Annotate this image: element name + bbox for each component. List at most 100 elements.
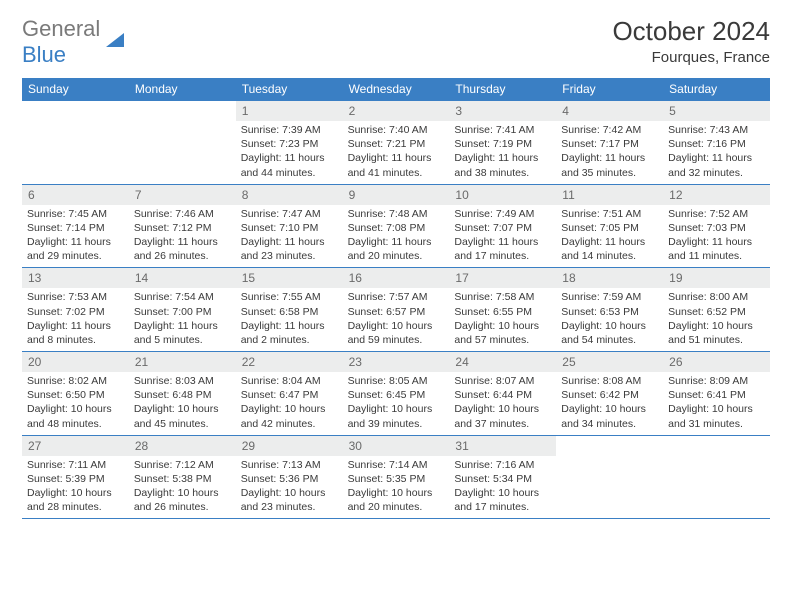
sunrise-text: Sunrise: 7:12 AM: [134, 458, 231, 472]
sunset-text: Sunset: 5:35 PM: [348, 472, 445, 486]
sunrise-text: Sunrise: 7:46 AM: [134, 207, 231, 221]
sunrise-text: Sunrise: 7:55 AM: [241, 290, 338, 304]
calendar-cell: 22Sunrise: 8:04 AMSunset: 6:47 PMDayligh…: [236, 352, 343, 435]
daylight-text: Daylight: 11 hours and 2 minutes.: [241, 319, 338, 347]
calendar-week: 20Sunrise: 8:02 AMSunset: 6:50 PMDayligh…: [22, 351, 770, 435]
sunrise-text: Sunrise: 8:05 AM: [348, 374, 445, 388]
daylight-text: Daylight: 10 hours and 51 minutes.: [668, 319, 765, 347]
sunrise-text: Sunrise: 7:13 AM: [241, 458, 338, 472]
sunrise-text: Sunrise: 7:39 AM: [241, 123, 338, 137]
day-number: 18: [556, 268, 663, 288]
calendar-cell: 18 Sunrise: 7:59 AMSunset: 6:53 PMDayligh…: [556, 268, 663, 351]
weekday-mon: Monday: [129, 78, 236, 100]
day-details: Sunrise: 7:41 AMSunset: 7:19 PMDaylight:…: [449, 121, 556, 184]
calendar-cell: 29Sunrise: 7:13 AMSunset: 5:36 PMDayligh…: [236, 436, 343, 519]
daylight-text: Daylight: 11 hours and 29 minutes.: [27, 235, 124, 263]
daylight-text: Daylight: 11 hours and 38 minutes.: [454, 151, 551, 179]
day-number: 12: [663, 185, 770, 205]
day-details: Sunrise: 7:43 AMSunset: 7:16 PMDaylight:…: [663, 121, 770, 184]
day-number: 4: [556, 101, 663, 121]
daylight-text: Daylight: 11 hours and 17 minutes.: [454, 235, 551, 263]
calendar-cell: 9Sunrise: 7:48 AMSunset: 7:08 PMDaylight…: [343, 185, 450, 268]
daylight-text: Daylight: 11 hours and 35 minutes.: [561, 151, 658, 179]
sunset-text: Sunset: 6:44 PM: [454, 388, 551, 402]
daylight-text: Daylight: 11 hours and 8 minutes.: [27, 319, 124, 347]
brand-text-a: General: [22, 16, 100, 41]
day-number: 11: [556, 185, 663, 205]
calendar-cell: 26Sunrise: 8:09 AMSunset: 6:41 PMDayligh…: [663, 352, 770, 435]
calendar-week: 6Sunrise: 7:45 AMSunset: 7:14 PMDaylight…: [22, 184, 770, 268]
sunset-text: Sunset: 6:57 PM: [348, 305, 445, 319]
sunset-text: Sunset: 6:52 PM: [668, 305, 765, 319]
weekday-sat: Saturday: [663, 78, 770, 100]
sunrise-text: Sunrise: 7:49 AM: [454, 207, 551, 221]
day-number: 27: [22, 436, 129, 456]
daylight-text: Daylight: 11 hours and 23 minutes.: [241, 235, 338, 263]
sunrise-text: Sunrise: 7:52 AM: [668, 207, 765, 221]
day-details: Sunrise: 7:53 AMSunset: 7:02 PMDaylight:…: [22, 288, 129, 351]
daylight-text: Daylight: 10 hours and 42 minutes.: [241, 402, 338, 430]
sunset-text: Sunset: 7:02 PM: [27, 305, 124, 319]
calendar-cell: 25Sunrise: 8:08 AMSunset: 6:42 PMDayligh…: [556, 352, 663, 435]
day-details: Sunrise: 8:04 AMSunset: 6:47 PMDaylight:…: [236, 372, 343, 435]
calendar-cell: 13Sunrise: 7:53 AMSunset: 7:02 PMDayligh…: [22, 268, 129, 351]
day-number: 29: [236, 436, 343, 456]
day-number: 22: [236, 352, 343, 372]
day-number: 1: [236, 101, 343, 121]
sunset-text: Sunset: 7:00 PM: [134, 305, 231, 319]
day-details: Sunrise: 7:48 AMSunset: 7:08 PMDaylight:…: [343, 205, 450, 268]
sunset-text: Sunset: 5:34 PM: [454, 472, 551, 486]
calendar-grid: ..1Sunrise: 7:39 AMSunset: 7:23 PMDaylig…: [22, 100, 770, 519]
calendar-week: 27Sunrise: 7:11 AMSunset: 5:39 PMDayligh…: [22, 435, 770, 519]
weekday-wed: Wednesday: [343, 78, 450, 100]
sunset-text: Sunset: 6:47 PM: [241, 388, 338, 402]
daylight-text: Daylight: 11 hours and 11 minutes.: [668, 235, 765, 263]
sunset-text: Sunset: 7:12 PM: [134, 221, 231, 235]
day-details: Sunrise: 7:45 AMSunset: 7:14 PMDaylight:…: [22, 205, 129, 268]
sunset-text: Sunset: 7:16 PM: [668, 137, 765, 151]
daylight-text: Daylight: 10 hours and 20 minutes.: [348, 486, 445, 514]
day-details: Sunrise: 7:49 AMSunset: 7:07 PMDaylight:…: [449, 205, 556, 268]
calendar-cell: 17Sunrise: 7:58 AMSunset: 6:55 PMDayligh…: [449, 268, 556, 351]
daylight-text: Daylight: 10 hours and 26 minutes.: [134, 486, 231, 514]
calendar-cell: 19Sunrise: 8:00 AMSunset: 6:52 PMDayligh…: [663, 268, 770, 351]
day-details: Sunrise: 8:05 AMSunset: 6:45 PMDaylight:…: [343, 372, 450, 435]
calendar-cell: 16Sunrise: 7:57 AMSunset: 6:57 PMDayligh…: [343, 268, 450, 351]
day-details: Sunrise: 8:02 AMSunset: 6:50 PMDaylight:…: [22, 372, 129, 435]
day-number: 17: [449, 268, 556, 288]
sunset-text: Sunset: 7:17 PM: [561, 137, 658, 151]
triangle-icon: [104, 29, 126, 56]
calendar-cell: 30Sunrise: 7:14 AMSunset: 5:35 PMDayligh…: [343, 436, 450, 519]
day-details: Sunrise: 7:40 AMSunset: 7:21 PMDaylight:…: [343, 121, 450, 184]
sunrise-text: Sunrise: 8:08 AM: [561, 374, 658, 388]
sunrise-text: Sunrise: 7:43 AM: [668, 123, 765, 137]
daylight-text: Daylight: 10 hours and 34 minutes.: [561, 402, 658, 430]
calendar-cell: 21Sunrise: 8:03 AMSunset: 6:48 PMDayligh…: [129, 352, 236, 435]
sunrise-text: Sunrise: 7:59 AM: [561, 290, 658, 304]
calendar-cell: .: [556, 436, 663, 519]
day-details: Sunrise: 7:51 AMSunset: 7:05 PMDaylight:…: [556, 205, 663, 268]
day-number: 2: [343, 101, 450, 121]
day-number: 10: [449, 185, 556, 205]
day-details: Sunrise: 7:13 AMSunset: 5:36 PMDaylight:…: [236, 456, 343, 519]
calendar-cell: 24Sunrise: 8:07 AMSunset: 6:44 PMDayligh…: [449, 352, 556, 435]
sunrise-text: Sunrise: 8:04 AM: [241, 374, 338, 388]
sunset-text: Sunset: 7:08 PM: [348, 221, 445, 235]
sunrise-text: Sunrise: 7:11 AM: [27, 458, 124, 472]
calendar-cell: 3Sunrise: 7:41 AMSunset: 7:19 PMDaylight…: [449, 101, 556, 184]
sunrise-text: Sunrise: 7:41 AM: [454, 123, 551, 137]
calendar-cell: 20Sunrise: 8:02 AMSunset: 6:50 PMDayligh…: [22, 352, 129, 435]
day-details: Sunrise: 7:42 AMSunset: 7:17 PMDaylight:…: [556, 121, 663, 184]
title-block: October 2024 Fourques, France: [612, 16, 770, 66]
calendar-cell: 14Sunrise: 7:54 AMSunset: 7:00 PMDayligh…: [129, 268, 236, 351]
daylight-text: Daylight: 10 hours and 39 minutes.: [348, 402, 445, 430]
day-details: Sunrise: 7:58 AMSunset: 6:55 PMDaylight:…: [449, 288, 556, 351]
daylight-text: Daylight: 10 hours and 57 minutes.: [454, 319, 551, 347]
sunset-text: Sunset: 5:36 PM: [241, 472, 338, 486]
daylight-text: Daylight: 10 hours and 54 minutes.: [561, 319, 658, 347]
day-number: 3: [449, 101, 556, 121]
day-number: 16: [343, 268, 450, 288]
calendar-cell: 5Sunrise: 7:43 AMSunset: 7:16 PMDaylight…: [663, 101, 770, 184]
sunset-text: Sunset: 6:53 PM: [561, 305, 658, 319]
weekday-tue: Tuesday: [236, 78, 343, 100]
